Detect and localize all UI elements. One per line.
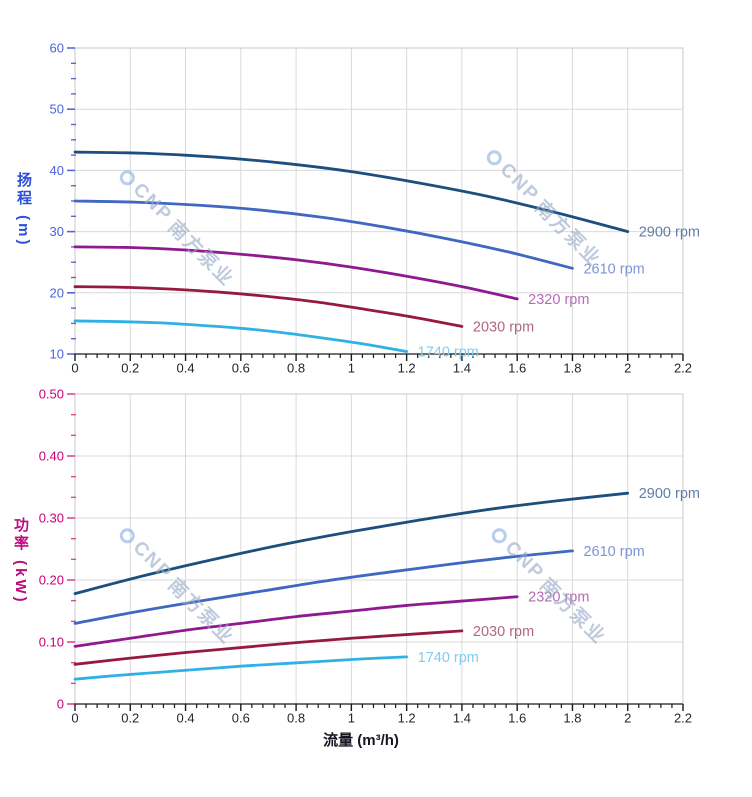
y-tick-label: 0.20 <box>39 573 64 588</box>
series-curve-2320rpm <box>73 595 519 648</box>
x-tick-label: 1.4 <box>453 711 471 726</box>
x-tick-label: 0.8 <box>287 711 305 726</box>
series-curve-1740rpm <box>73 319 409 353</box>
series-curve-2320rpm <box>73 245 519 301</box>
series-curve-2030rpm <box>73 285 464 328</box>
series-curve-2030rpm <box>73 629 464 666</box>
curve-label-2030rpm: 2030 rpm <box>473 319 534 335</box>
x-tick-label: 0.2 <box>121 711 139 726</box>
series-curve-2900rpm <box>73 150 630 233</box>
x-tick-label: 2 <box>624 711 631 726</box>
curve-label-2320rpm: 2320 rpm <box>528 292 589 308</box>
x-tick-label: 1.6 <box>508 361 526 376</box>
series-curve-2900rpm <box>73 491 630 596</box>
x-tick-label: 0 <box>71 361 78 376</box>
y-tick-label: 0.50 <box>39 387 64 402</box>
x-tick-label: 1.4 <box>453 361 471 376</box>
x-tick-label: 1.8 <box>563 711 581 726</box>
head-curve-chart: 10 20 30 40 50 60 0 0.2 0.4 0.6 0.8 1 1.2 1.4 1.6 1.8 2 2… <box>50 41 700 376</box>
x-tick-label: 1.6 <box>508 711 526 726</box>
x-tick-label: 2.2 <box>674 361 692 376</box>
y-tick-label: 10 <box>50 347 64 362</box>
x-tick-label: 1 <box>348 711 355 726</box>
curve-label-2320rpm: 2320 rpm <box>528 590 589 606</box>
x-tick-label: 0.2 <box>121 361 139 376</box>
y-tick-label: 0.30 <box>39 511 64 526</box>
y-tick-label: 0 <box>57 697 64 712</box>
curve-label-1740rpm: 1740 rpm <box>418 345 479 361</box>
series-curve-2610rpm <box>73 199 574 270</box>
power-curve-chart: 0 0.10 0.20 0.30 0.40 0.50 0 0.2 0.4 0.6 0.8 1 1.2 1.… <box>39 387 700 726</box>
x-tick-label: 0.4 <box>177 711 195 726</box>
x-tick-label: 0.6 <box>232 361 250 376</box>
curve-label-2610rpm: 2610 rpm <box>583 261 644 277</box>
x-tick-label: 2.2 <box>674 711 692 726</box>
x-tick-label: 2 <box>624 361 631 376</box>
y-tick-label: 20 <box>50 285 64 300</box>
series-curve-2610rpm <box>73 549 574 625</box>
plot-border <box>74 47 684 355</box>
curve-label-2610rpm: 2610 rpm <box>583 544 644 560</box>
curve-label-2900rpm: 2900 rpm <box>639 486 700 502</box>
x-tick-label: 1.8 <box>563 361 581 376</box>
flow-axis-title: 流量 (m³/h) <box>323 732 399 749</box>
curve-label-2030rpm: 2030 rpm <box>473 624 534 640</box>
x-tick-label: 1.2 <box>398 361 416 376</box>
y-tick-label: 0.40 <box>39 449 64 464</box>
y-tick-label: 30 <box>50 224 64 239</box>
x-tick-label: 0.4 <box>177 361 195 376</box>
y-tick-label: 60 <box>50 41 64 56</box>
y-tick-label: 0.10 <box>39 635 64 650</box>
x-tick-label: 0 <box>71 711 78 726</box>
y-tick-label: 50 <box>50 102 64 117</box>
series-curve-1740rpm <box>73 655 409 681</box>
curve-label-2900rpm: 2900 rpm <box>639 225 700 241</box>
y-tick-label: 40 <box>50 163 64 178</box>
power-axis-title: 功率 (kW) <box>12 517 29 605</box>
x-tick-label: 1.2 <box>398 711 416 726</box>
x-tick-label: 0.6 <box>232 711 250 726</box>
head-axis-title: 扬程 (m) <box>15 172 32 248</box>
curve-label-1740rpm: 1740 rpm <box>418 650 479 666</box>
x-tick-label: 1 <box>348 361 355 376</box>
x-tick-label: 0.8 <box>287 361 305 376</box>
